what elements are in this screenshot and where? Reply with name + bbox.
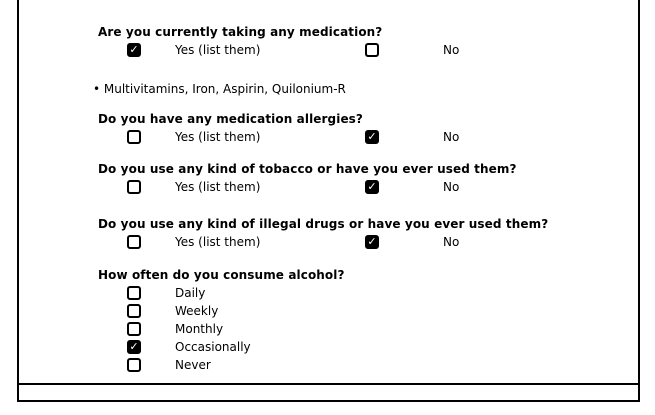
alcohol-option-weekly: ✓ Weekly xyxy=(127,304,628,318)
alcohol-option-daily: ✓ Daily xyxy=(127,286,628,300)
label-drugs-yes: Yes (list them) xyxy=(175,235,261,249)
checkbox-allergies-yes[interactable]: ✓ xyxy=(127,130,141,144)
checkbox-tobacco-no[interactable]: ✓ xyxy=(365,180,379,194)
medication-list-note: • Multivitamins, Iron, Aspirin, Quiloniu… xyxy=(93,82,346,96)
check-icon: ✓ xyxy=(129,340,139,353)
question-drugs: Do you use any kind of illegal drugs or … xyxy=(98,217,628,249)
label-alcohol-weekly: Weekly xyxy=(175,304,219,318)
checkbox-medication-yes[interactable]: ✓ xyxy=(127,43,141,57)
question-allergies-title: Do you have any medication allergies? xyxy=(98,112,363,126)
question-tobacco: Do you use any kind of tobacco or have y… xyxy=(98,162,628,194)
form-content: Are you currently taking any medication?… xyxy=(19,0,638,383)
checkbox-alcohol-daily[interactable]: ✓ xyxy=(127,286,141,300)
label-allergies-no: No xyxy=(443,130,460,144)
alcohol-option-monthly: ✓ Monthly xyxy=(127,322,628,336)
checkbox-tobacco-yes[interactable]: ✓ xyxy=(127,180,141,194)
alcohol-option-never: ✓ Never xyxy=(127,358,628,372)
label-medication-yes: Yes (list them) xyxy=(175,43,261,57)
label-allergies-yes: Yes (list them) xyxy=(175,130,261,144)
question-tobacco-options: ✓ Yes (list them) ✓ No xyxy=(127,180,628,194)
question-medication-options: ✓ Yes (list them) ✓ No xyxy=(127,43,628,57)
checkbox-alcohol-monthly[interactable]: ✓ xyxy=(127,322,141,336)
label-medication-no: No xyxy=(443,43,460,57)
checkbox-medication-no[interactable]: ✓ xyxy=(365,43,379,57)
check-icon: ✓ xyxy=(129,43,139,56)
question-allergies-options: ✓ Yes (list them) ✓ No xyxy=(127,130,628,144)
checkbox-drugs-yes[interactable]: ✓ xyxy=(127,235,141,249)
check-icon: ✓ xyxy=(367,180,377,193)
question-tobacco-title: Do you use any kind of tobacco or have y… xyxy=(98,162,517,176)
label-alcohol-monthly: Monthly xyxy=(175,322,224,336)
checkbox-drugs-no[interactable]: ✓ xyxy=(365,235,379,249)
question-alcohol: How often do you consume alcohol? ✓ Dail… xyxy=(98,268,628,372)
question-drugs-title: Do you use any kind of illegal drugs or … xyxy=(98,217,549,231)
form-page: Are you currently taking any medication?… xyxy=(17,0,640,402)
question-medication-title: Are you currently taking any medication? xyxy=(98,25,383,39)
question-medication: Are you currently taking any medication?… xyxy=(93,25,628,96)
question-alcohol-title: How often do you consume alcohol? xyxy=(98,268,345,282)
check-icon: ✓ xyxy=(367,235,377,248)
label-alcohol-never: Never xyxy=(175,358,211,372)
check-icon: ✓ xyxy=(367,130,377,143)
form-footer-row xyxy=(19,383,638,400)
label-tobacco-yes: Yes (list them) xyxy=(175,180,261,194)
checkbox-alcohol-never[interactable]: ✓ xyxy=(127,358,141,372)
label-alcohol-occasionally: Occasionally xyxy=(175,340,251,354)
label-drugs-no: No xyxy=(443,235,460,249)
checkbox-alcohol-weekly[interactable]: ✓ xyxy=(127,304,141,318)
alcohol-option-occasionally: ✓ Occasionally xyxy=(127,340,628,354)
question-drugs-options: ✓ Yes (list them) ✓ No xyxy=(127,235,628,249)
label-alcohol-daily: Daily xyxy=(175,286,206,300)
checkbox-allergies-no[interactable]: ✓ xyxy=(365,130,379,144)
question-allergies: Do you have any medication allergies? ✓ … xyxy=(98,112,628,144)
checkbox-alcohol-occasionally[interactable]: ✓ xyxy=(127,340,141,354)
label-tobacco-no: No xyxy=(443,180,460,194)
